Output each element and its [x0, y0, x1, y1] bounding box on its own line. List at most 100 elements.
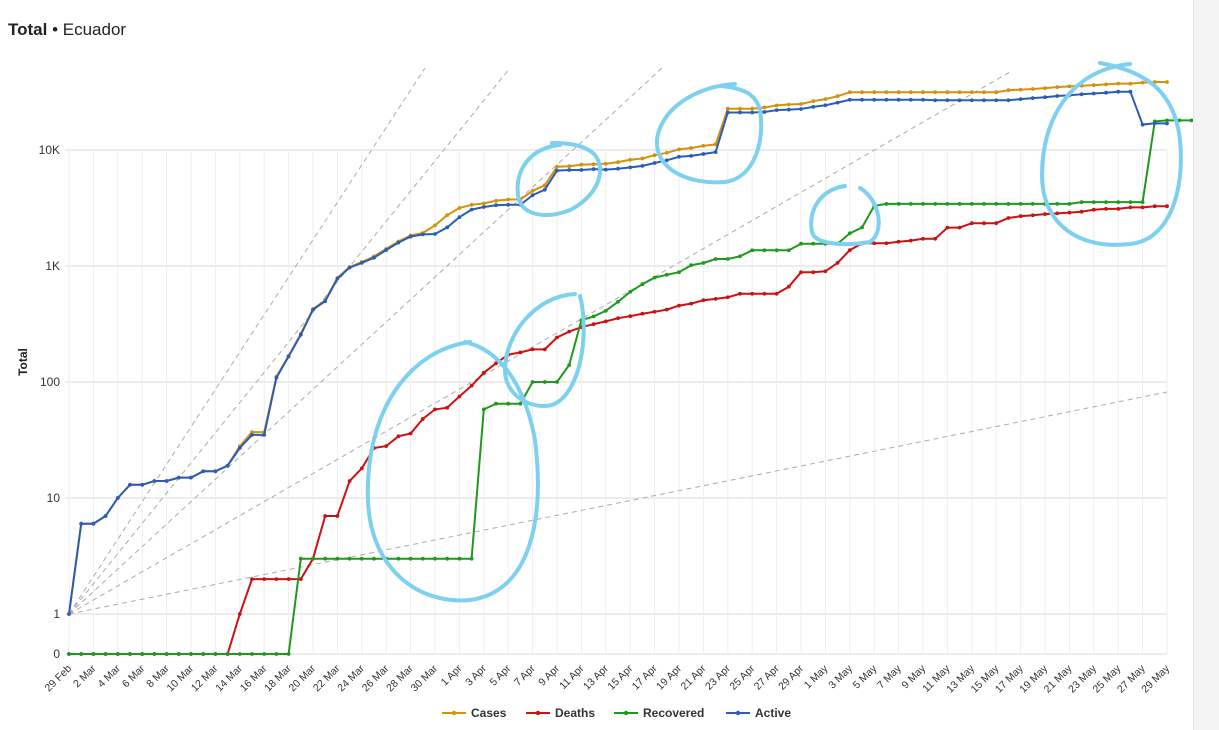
- data-point-cases-90: [1165, 80, 1169, 84]
- data-point-recovered-51: [689, 263, 694, 268]
- data-point-deaths-44: [603, 319, 608, 324]
- y-tick-label-1k: 1K: [45, 259, 60, 273]
- data-point-deaths-83: [1079, 209, 1084, 214]
- data-point-deaths-74: [969, 221, 974, 226]
- data-point-deaths-80: [1043, 212, 1047, 217]
- data-point-cases-58: [774, 103, 779, 108]
- data-point-deaths-56: [750, 291, 755, 296]
- data-point-active-71: [933, 98, 938, 103]
- data-point-active-36: [506, 202, 511, 207]
- y-tick-label-10k: 10K: [39, 143, 60, 157]
- data-point-deaths-50: [677, 303, 681, 308]
- data-point-deaths-22: [335, 514, 340, 518]
- data-point-cases-86: [1116, 81, 1121, 86]
- data-point-cases-55: [738, 106, 742, 111]
- data-point-active-67: [884, 97, 889, 102]
- data-point-recovered-87: [1128, 200, 1133, 205]
- data-point-cases-36: [506, 197, 511, 202]
- legend-marker-active: [735, 710, 741, 716]
- data-point-deaths-15: [250, 577, 254, 581]
- highlight-circle-5: [809, 184, 881, 247]
- data-point-recovered-82: [1067, 202, 1072, 206]
- data-point-active-49: [664, 158, 669, 163]
- data-point-recovered-5: [128, 652, 132, 656]
- x-tick-label-13-apr: 13 Apr: [581, 662, 611, 692]
- data-point-active-39: [542, 187, 547, 192]
- x-tick-label-11-apr: 11 Apr: [557, 662, 587, 692]
- series-cases: [67, 80, 1169, 616]
- x-tick-label-5-apr: 5 Apr: [487, 662, 513, 688]
- series-active: [67, 89, 1169, 616]
- data-point-active-65: [860, 97, 864, 102]
- x-tick-label-19-apr: 19 Apr: [654, 662, 684, 692]
- data-point-cases-43: [591, 162, 596, 167]
- data-point-active-4: [115, 496, 120, 500]
- x-tick-label-7-may: 7 May: [875, 662, 904, 691]
- data-point-recovered-12: [213, 652, 218, 656]
- data-point-active-19: [298, 332, 303, 337]
- data-point-deaths-67: [884, 241, 889, 246]
- data-point-active-41: [567, 168, 572, 172]
- data-point-recovered-69: [908, 202, 913, 206]
- data-point-recovered-27: [396, 556, 401, 561]
- data-point-active-61: [811, 105, 816, 109]
- data-point-active-31: [445, 225, 450, 230]
- data-point-active-0: [67, 612, 71, 616]
- data-point-recovered-32: [457, 556, 462, 561]
- data-point-active-53: [713, 150, 718, 155]
- data-point-recovered-60: [799, 241, 803, 246]
- data-point-deaths-89: [1152, 204, 1157, 209]
- data-point-recovered-20: [311, 556, 315, 561]
- data-point-active-12: [213, 469, 218, 474]
- data-point-recovered-58: [774, 248, 779, 253]
- data-point-active-54: [725, 110, 730, 115]
- data-point-recovered-38: [530, 380, 535, 384]
- x-tick-label-3-apr: 3 Apr: [463, 662, 489, 688]
- data-point-deaths-72: [945, 225, 950, 230]
- data-point-active-45: [616, 166, 620, 171]
- data-point-deaths-82: [1067, 210, 1072, 215]
- data-point-active-59: [786, 107, 791, 112]
- data-point-recovered-18: [286, 652, 291, 656]
- data-point-deaths-35: [494, 361, 498, 366]
- legend-marker-cases: [451, 710, 457, 716]
- data-point-recovered-8: [164, 652, 169, 656]
- data-point-deaths-21: [323, 514, 328, 518]
- data-point-deaths-14: [237, 612, 242, 616]
- data-point-recovered-61: [811, 241, 816, 246]
- data-point-cases-35: [494, 198, 498, 203]
- data-point-active-15: [250, 433, 254, 437]
- data-point-recovered-54: [725, 257, 730, 261]
- data-point-active-25: [372, 255, 376, 260]
- data-point-deaths-49: [664, 307, 669, 312]
- data-point-active-14: [237, 446, 242, 450]
- highlight-circle-3: [515, 141, 602, 217]
- data-point-cases-77: [1006, 88, 1011, 93]
- data-point-active-42: [579, 168, 584, 172]
- data-point-active-63: [835, 100, 840, 105]
- data-point-recovered-6: [140, 652, 145, 656]
- data-point-active-28: [408, 234, 413, 239]
- data-point-cases-62: [823, 97, 828, 101]
- data-point-recovered-92: [1189, 118, 1193, 123]
- data-point-active-47: [640, 164, 645, 168]
- data-point-active-40: [555, 168, 559, 173]
- legend-marker-deaths: [535, 710, 541, 716]
- data-point-deaths-77: [1006, 216, 1011, 220]
- data-point-recovered-78: [1018, 202, 1023, 206]
- data-point-recovered-9: [176, 652, 181, 656]
- data-point-cases-60: [799, 102, 803, 106]
- data-point-cases-76: [994, 90, 999, 95]
- data-point-recovered-31: [445, 556, 450, 561]
- data-point-recovered-64: [847, 231, 852, 236]
- data-point-recovered-14: [237, 652, 242, 656]
- data-point-deaths-71: [933, 236, 938, 241]
- data-point-active-30: [433, 232, 437, 236]
- data-point-deaths-31: [445, 405, 450, 410]
- data-point-deaths-57: [762, 291, 767, 296]
- data-point-active-58: [774, 108, 779, 112]
- data-point-deaths-41: [567, 329, 572, 334]
- data-point-recovered-44: [603, 308, 608, 313]
- data-point-deaths-40: [555, 335, 559, 340]
- data-point-deaths-73: [957, 225, 962, 230]
